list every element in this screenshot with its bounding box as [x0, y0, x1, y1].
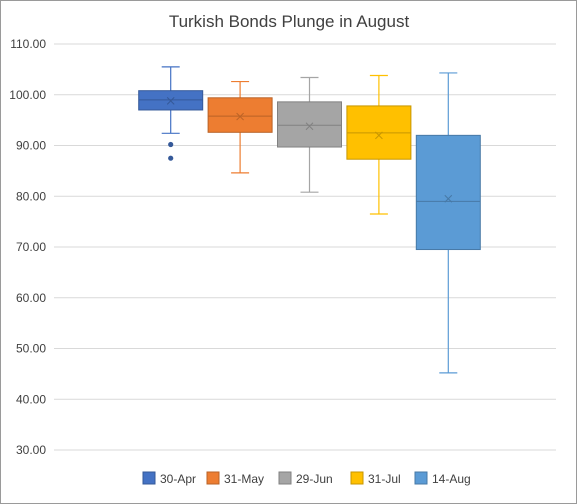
- legend-label: 31-May: [224, 472, 264, 486]
- gridlines: [54, 43, 556, 451]
- iqr-box: [207, 97, 273, 133]
- box-31-jul: [346, 74, 412, 215]
- y-axis-tick-labels: 30.00 40.00 50.00 60.00 70.00 80.00 90.00 100.0…: [9, 37, 46, 457]
- legend-label: 30-Apr: [160, 472, 196, 486]
- outlier-point: [168, 141, 174, 148]
- legend-label: 14-Aug: [432, 472, 471, 486]
- box-series-layer: [138, 66, 481, 374]
- legend-swatch: [278, 471, 292, 485]
- y-tick-label: 40.00: [16, 392, 46, 406]
- legend: 30-Apr 31-May 29-Jun 31-Jul 14-Aug: [142, 471, 471, 486]
- y-tick-label: 30.00: [16, 443, 46, 457]
- iqr-box: [415, 134, 481, 251]
- legend-swatch: [206, 471, 220, 485]
- y-tick-label: 60.00: [16, 291, 46, 305]
- box-31-may: [207, 80, 273, 174]
- box-14-aug: [415, 72, 481, 374]
- legend-label: 31-Jul: [368, 472, 401, 486]
- mean-marker: [305, 122, 314, 131]
- iqr-box: [277, 101, 342, 148]
- legend-swatch: [414, 471, 428, 485]
- legend-swatch: [142, 471, 156, 485]
- legend-label: 29-Jun: [296, 472, 333, 486]
- box-30-apr: [138, 66, 204, 161]
- chart-title: Turkish Bonds Plunge in August: [169, 12, 410, 31]
- y-tick-label: 90.00: [16, 139, 46, 153]
- legend-swatch: [350, 471, 364, 485]
- box-29-jun: [277, 76, 342, 193]
- mean-marker: [236, 112, 244, 121]
- y-tick-label: 110.00: [10, 37, 46, 51]
- mean-marker: [166, 96, 175, 105]
- y-tick-label: 70.00: [16, 240, 46, 254]
- y-tick-label: 100.00: [9, 88, 46, 102]
- mean-marker: [375, 131, 383, 140]
- y-tick-label: 50.00: [16, 342, 46, 356]
- mean-marker: [444, 194, 453, 203]
- y-tick-label: 80.00: [16, 189, 46, 203]
- outlier-point: [168, 155, 174, 161]
